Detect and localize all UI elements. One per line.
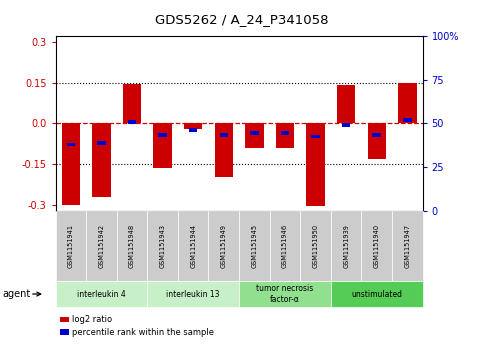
Bar [276,123,294,148]
Text: GSM1151949: GSM1151949 [221,224,227,268]
Bar [214,123,233,176]
Bar [158,133,167,136]
Text: GSM1151943: GSM1151943 [159,224,166,268]
Text: GSM1151940: GSM1151940 [374,224,380,268]
Text: GSM1151944: GSM1151944 [190,224,196,268]
Bar [154,123,172,168]
Bar [123,84,141,123]
Bar [128,120,136,123]
Bar [342,123,351,127]
Bar [372,133,381,136]
Bar [337,85,355,123]
Bar [311,135,320,138]
Text: agent: agent [2,289,30,299]
Text: GSM1151941: GSM1151941 [68,224,74,268]
Bar [184,123,202,129]
Bar [62,123,80,205]
Bar [368,123,386,159]
Text: percentile rank within the sample: percentile rank within the sample [72,328,214,337]
Bar [245,123,264,148]
Bar [189,128,198,132]
Bar [398,83,416,123]
Bar [306,123,325,207]
Text: GSM1151946: GSM1151946 [282,224,288,268]
Text: GSM1151948: GSM1151948 [129,224,135,268]
Bar [67,143,75,146]
Text: GSM1151945: GSM1151945 [251,224,257,268]
Text: unstimulated: unstimulated [351,290,402,298]
Bar [403,118,412,122]
Text: interleukin 13: interleukin 13 [167,290,220,298]
Text: tumor necrosis
factor-α: tumor necrosis factor-α [256,284,313,304]
Bar [92,123,111,197]
Text: GSM1151947: GSM1151947 [404,224,411,268]
Text: GSM1151950: GSM1151950 [313,224,319,268]
Text: GSM1151939: GSM1151939 [343,224,349,268]
Text: interleukin 4: interleukin 4 [77,290,126,298]
Bar [250,131,259,135]
Text: GDS5262 / A_24_P341058: GDS5262 / A_24_P341058 [155,13,328,26]
Bar [281,131,289,135]
Text: log2 ratio: log2 ratio [72,315,113,324]
Text: GSM1151942: GSM1151942 [99,224,104,268]
Bar [219,133,228,136]
Bar [97,141,106,145]
